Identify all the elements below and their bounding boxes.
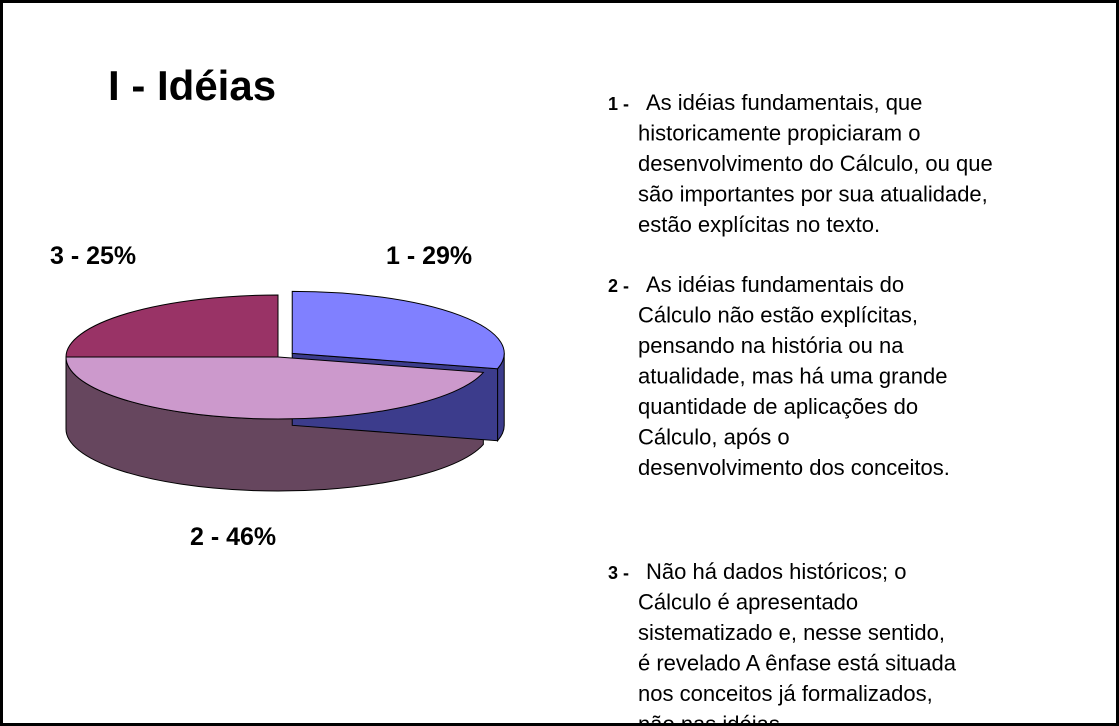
data-label: 1 - 29%: [386, 242, 472, 270]
data-label: 2 - 46%: [190, 523, 276, 551]
item-text: quantidade de aplicações do: [638, 394, 918, 419]
item-marker: 3 -: [608, 563, 629, 583]
pie-slice: [65, 356, 485, 420]
item-text: As idéias fundamentais do: [646, 272, 904, 297]
item-text: Cálculo, após o: [638, 425, 790, 450]
item-text: historicamente propiciaram o: [638, 121, 920, 146]
item-marker: 1 -: [608, 94, 629, 114]
chart-title: I - Idéias: [108, 62, 276, 109]
pie-slice: [291, 290, 505, 370]
item-text: desenvolvimento dos conceitos.: [638, 455, 950, 480]
item-text: é revelado A ênfase está situada: [638, 651, 957, 676]
data-label: 3 - 25%: [50, 242, 136, 270]
item-text: As idéias fundamentais, que: [646, 90, 922, 115]
item-text: estão explícitas no texto.: [638, 212, 880, 237]
item-text: são importantes por sua atualidade,: [638, 182, 988, 207]
pie-slice: [65, 294, 279, 358]
item-text: Cálculo é apresentado: [638, 590, 858, 615]
item-text: desenvolvimento do Cálculo, ou que: [638, 151, 993, 176]
item-text: atualidade, mas há uma grande: [638, 364, 947, 389]
item-text: Cálculo não estão explícitas,: [638, 303, 918, 328]
item-text: pensando na história ou na: [638, 333, 904, 358]
item-marker: 2 -: [608, 276, 629, 296]
item-text: sistematizado e, nesse sentido,: [638, 620, 945, 645]
item-text: nos conceitos já formalizados,: [638, 681, 933, 706]
item-text: não nas idéias.: [638, 712, 786, 726]
item-text: Não há dados históricos; o: [646, 559, 907, 584]
